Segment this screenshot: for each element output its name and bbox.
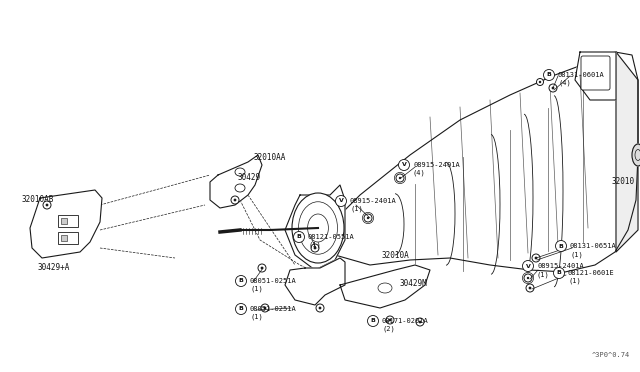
Circle shape — [527, 277, 529, 279]
Text: 08121-0601E
(1): 08121-0601E (1) — [568, 270, 615, 285]
Circle shape — [526, 284, 534, 292]
Circle shape — [388, 318, 392, 321]
Polygon shape — [616, 52, 638, 252]
Text: V: V — [525, 263, 531, 269]
Circle shape — [335, 196, 346, 206]
Text: 08915-2401A
(1): 08915-2401A (1) — [350, 198, 397, 212]
Circle shape — [316, 304, 324, 312]
Polygon shape — [30, 190, 102, 258]
Text: V: V — [339, 199, 344, 203]
Text: B: B — [371, 318, 376, 324]
Circle shape — [394, 172, 406, 184]
Polygon shape — [285, 258, 345, 305]
Circle shape — [319, 307, 321, 310]
Text: 08915-2401A
(1): 08915-2401A (1) — [537, 263, 584, 278]
Circle shape — [524, 274, 532, 282]
Circle shape — [522, 260, 534, 272]
Circle shape — [234, 199, 236, 201]
Circle shape — [529, 286, 531, 289]
Circle shape — [236, 276, 246, 286]
FancyBboxPatch shape — [581, 56, 610, 90]
Circle shape — [264, 307, 266, 310]
Text: B: B — [547, 73, 552, 77]
Circle shape — [45, 203, 49, 206]
Circle shape — [543, 70, 554, 80]
Circle shape — [231, 196, 239, 204]
Circle shape — [314, 247, 316, 249]
Text: B: B — [557, 270, 561, 276]
Circle shape — [556, 241, 566, 251]
Text: B: B — [559, 244, 563, 248]
Circle shape — [294, 231, 305, 243]
Circle shape — [236, 304, 246, 314]
Circle shape — [43, 201, 51, 209]
Ellipse shape — [632, 144, 640, 166]
Circle shape — [416, 318, 424, 326]
Polygon shape — [285, 185, 345, 270]
Circle shape — [367, 315, 378, 327]
Text: 08131-0651A
(1): 08131-0651A (1) — [570, 243, 617, 257]
Text: 30429: 30429 — [238, 173, 261, 182]
Polygon shape — [575, 52, 616, 100]
Circle shape — [261, 304, 269, 312]
Text: B: B — [239, 307, 243, 311]
Text: V: V — [401, 163, 406, 167]
Circle shape — [534, 257, 538, 259]
Circle shape — [258, 264, 266, 272]
FancyBboxPatch shape — [58, 232, 78, 244]
Circle shape — [549, 84, 557, 92]
Circle shape — [396, 174, 404, 182]
Circle shape — [536, 78, 543, 86]
Circle shape — [552, 87, 554, 89]
Ellipse shape — [292, 193, 344, 263]
Circle shape — [386, 316, 394, 324]
Text: 30429+A: 30429+A — [38, 263, 70, 273]
Polygon shape — [340, 265, 430, 308]
Text: 32010: 32010 — [612, 177, 635, 186]
Text: 32010A: 32010A — [382, 251, 410, 260]
FancyBboxPatch shape — [61, 235, 67, 241]
Text: 32010AB: 32010AB — [22, 196, 54, 205]
Circle shape — [367, 217, 369, 219]
FancyBboxPatch shape — [58, 215, 78, 227]
Polygon shape — [210, 155, 262, 208]
Circle shape — [311, 244, 319, 252]
Text: B: B — [296, 234, 301, 240]
Text: ^3P0^0.74: ^3P0^0.74 — [592, 352, 630, 358]
Circle shape — [522, 272, 534, 283]
Circle shape — [419, 321, 421, 323]
Text: 32010AA: 32010AA — [253, 153, 285, 161]
Text: B: B — [239, 279, 243, 283]
Circle shape — [399, 160, 410, 170]
Circle shape — [364, 214, 372, 222]
Text: 08171-0201A
(2): 08171-0201A (2) — [382, 318, 429, 333]
Text: 08051-0251A
(1): 08051-0251A (1) — [250, 306, 297, 321]
Polygon shape — [320, 52, 638, 272]
Text: 08915-2401A
(4): 08915-2401A (4) — [413, 162, 460, 176]
Circle shape — [260, 267, 264, 269]
Circle shape — [554, 267, 564, 279]
Circle shape — [399, 177, 401, 179]
Text: 08131-0601A
(4): 08131-0601A (4) — [558, 72, 605, 87]
Text: 08051-0251A
(1): 08051-0251A (1) — [250, 278, 297, 292]
Circle shape — [539, 81, 541, 83]
FancyBboxPatch shape — [61, 218, 67, 224]
Circle shape — [532, 254, 540, 262]
Text: 30429M: 30429M — [400, 279, 428, 289]
Circle shape — [362, 212, 374, 224]
Text: 08121-0551A
(1): 08121-0551A (1) — [308, 234, 355, 248]
